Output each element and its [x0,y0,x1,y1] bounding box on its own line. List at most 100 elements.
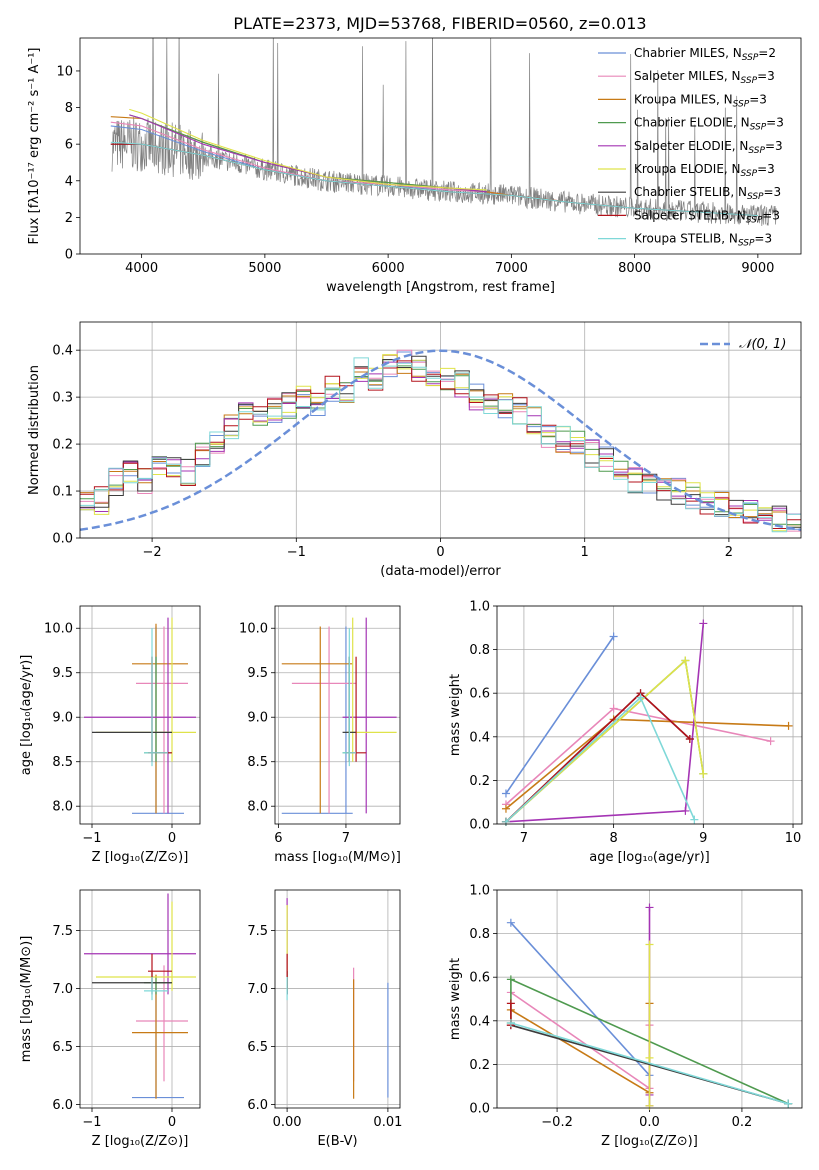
model-series-line [110,143,758,217]
plus-marker [645,903,654,912]
y-tick-label: 9.5 [247,666,268,681]
mass-weight-line [510,1003,651,1095]
x-axis-label: mass [log₁₀(M/M⊙)] [274,850,401,865]
y-tick-label: 0.6 [469,971,490,986]
mass-weight-line [505,623,705,823]
legend-entry: Chabrier ELODIE, NSSP=3 [634,116,784,133]
y-tick-label: 1.0 [469,884,490,899]
legend-entry: Kroupa ELODIE, NSSP=3 [634,162,775,179]
y-axis-label: mass [log₁₀(M/M⊙)] [19,936,34,1063]
plus-marker [506,999,515,1008]
x-tick-label: −2 [143,545,162,560]
legend-entry: Salpeter STELIB, NSSP=3 [634,208,780,225]
mass-weight-line [510,1022,789,1105]
legend-entry: 𝒩(0, 1) [739,337,786,352]
plus-marker [690,815,699,824]
mass-weight-line [510,991,651,1090]
panel-mass-vs-Z: −1 0 6.0 6.5 7.0 7.5 Z [log₁₀(Z/Z⊙)] mass [log₁… [19,889,201,1149]
y-tick-label: 6.0 [247,1098,268,1113]
mass-weight-line [505,692,691,823]
legend-entry: Chabrier MILES, NSSP=2 [634,46,776,63]
model-series-line [110,141,758,217]
x-tick-label: 0 [436,545,444,560]
x-tick-label: 0.00 [273,1115,302,1130]
plus-marker [506,1018,515,1027]
massweight-vs-Z-plot-area [506,903,793,1110]
x-tick-label: 0.2 [732,1115,753,1130]
plus-marker [506,975,515,984]
y-tick-label: 4 [65,174,73,189]
x-axis-label: age [log₁₀(age/yr)] [589,850,710,865]
mass-weight-line [505,658,705,823]
y-tick-label: 7.5 [52,924,73,939]
normal-curve [80,349,801,532]
x-tick-label: 7 [520,831,528,846]
x-tick-label: 0 [168,831,176,846]
spectrum-plot-area [110,38,777,227]
plus-marker [699,619,708,628]
model-series-line [129,108,487,191]
y-tick-label: 1.0 [469,600,490,615]
axes-frame [274,605,401,825]
x-tick-label: 6000 [372,261,405,276]
plus-marker [784,721,793,730]
panel-massweight-vs-age: 7 8 9 10 0.0 0.2 0.4 0.6 0.8 1.0 age [log₁₀(age/yr… [448,600,803,865]
panel-spectrum: 4000 5000 6000 7000 8000 9000 0 2 4 6 8 10 wavelengt… [27,37,802,295]
y-tick-label: 0.2 [469,774,490,789]
plus-marker [609,632,618,641]
y-tick-label: 9.0 [52,711,73,726]
y-tick-label: 0.2 [469,1058,490,1073]
plus-marker [685,734,694,743]
mass-weight-line [505,707,771,805]
y-tick-label: 8.5 [247,755,268,770]
x-tick-label: 7000 [495,261,528,276]
axes-frame [79,605,201,825]
age-vs-Z-plot-area [84,617,196,814]
y-tick-label: 2 [65,211,73,226]
model-series-line [110,143,758,217]
y-tick-label: 0.0 [469,818,490,833]
plus-marker [766,737,775,746]
legend-entry: Chabrier STELIB, NSSP=3 [634,185,781,202]
axes-frame [496,889,803,1109]
mass-vs-Z-plot-area [84,893,196,1099]
x-tick-label: −1 [82,1115,101,1130]
panel-residuals: −2 −1 0 1 2 0.0 0.1 0.2 0.3 0.4 (data-model)/error… [27,321,802,579]
legend-entry: Salpeter MILES, NSSP=3 [634,69,775,86]
y-tick-label: 0.0 [52,532,73,547]
plus-marker [501,804,510,813]
x-tick-label: 1 [581,545,589,560]
plus-marker [645,1101,654,1110]
y-tick-label: 10.0 [239,622,268,637]
plus-marker [636,693,645,702]
y-tick-label: 8.0 [52,800,73,815]
x-tick-label: 10 [785,831,802,846]
y-axis-label: age [log₁₀(age/yr)] [19,655,34,776]
x-tick-label: 9 [699,831,707,846]
plus-marker [645,1053,654,1062]
axes-frame [79,321,802,539]
y-tick-label: 0.6 [469,687,490,702]
legend-entry: Salpeter ELODIE, NSSP=3 [634,139,783,156]
x-tick-label: 0 [168,1115,176,1130]
y-axis-label: mass weight [448,958,463,1040]
panels: 4000 5000 6000 7000 8000 90000246810wavelengt… [19,37,803,1149]
y-tick-label: 0.4 [469,1014,490,1029]
plus-marker [609,704,618,713]
x-tick-label: 4000 [125,261,158,276]
residual-histogram [80,357,801,533]
y-tick-label: 8 [65,101,73,116]
x-tick-label: −1 [82,831,101,846]
y-tick-label: 6 [65,138,73,153]
x-tick-label: 6 [274,831,282,846]
x-tick-label: 8000 [618,261,651,276]
panel-age-vs-Z: −1 0 8.0 8.5 9.0 9.5 10.0 Z [log₁₀(Z/Z⊙)] age [l… [19,605,201,865]
plus-marker [699,769,708,778]
mass-vs-EBV-plot-area [286,898,389,1099]
y-tick-label: 0.3 [52,391,73,406]
plus-marker [501,817,510,826]
y-tick-label: 9.5 [52,666,73,681]
panel-mass-vs-EBV: 0.00 0.01 6.0 6.5 7.0 7.5 E(B-V) [247,889,402,1149]
plus-marker [645,940,654,949]
